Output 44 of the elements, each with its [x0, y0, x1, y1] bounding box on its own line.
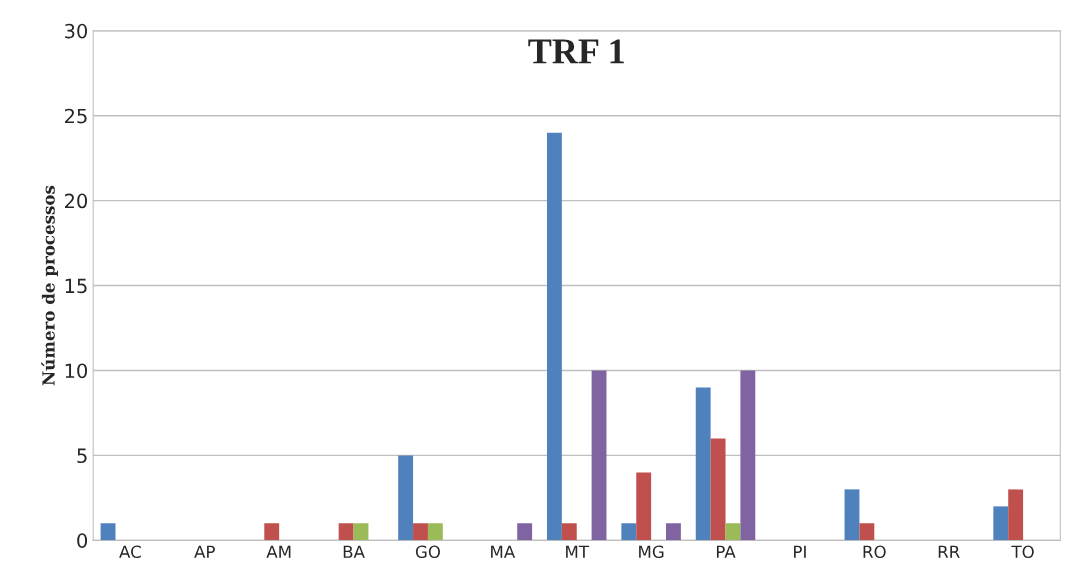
x-tick-label: TO	[1011, 545, 1034, 559]
bar	[546, 132, 562, 541]
bar	[264, 523, 280, 541]
bar	[353, 523, 369, 541]
x-tick-label: RO	[863, 545, 886, 559]
bar	[591, 370, 607, 541]
x-tick-label: MA	[491, 545, 516, 558]
y-tick-label: 30	[65, 23, 88, 39]
bar	[666, 523, 681, 541]
x-tick-label: AC	[119, 545, 141, 559]
bar	[338, 523, 354, 541]
bar	[427, 523, 443, 541]
x-tick-label: MT	[566, 545, 590, 558]
y-tick-label: 25	[65, 108, 87, 124]
x-tick-label: MG	[639, 545, 664, 559]
y-tick-label: 5	[77, 448, 87, 464]
bar	[398, 455, 414, 541]
x-tick-label: GO	[415, 545, 441, 559]
bar	[621, 523, 637, 541]
bar	[1008, 489, 1024, 541]
x-tick-label: RR	[938, 545, 960, 558]
bar	[710, 438, 726, 541]
y-tick-label: 0	[77, 533, 88, 548]
bar	[740, 370, 756, 541]
bar	[725, 523, 741, 541]
bar	[695, 387, 711, 541]
y-tick-label: 10	[65, 363, 88, 379]
y-axis-title: Número de processos	[41, 185, 59, 386]
bar	[100, 523, 116, 541]
x-tick-label: PI	[794, 545, 806, 558]
y-tick-label: 20	[65, 193, 88, 209]
bar	[993, 506, 1009, 541]
bar	[636, 472, 652, 541]
x-tick-label: AM	[266, 545, 291, 558]
bar	[844, 489, 860, 541]
x-tick-label: AP	[194, 545, 215, 558]
bar	[517, 523, 533, 541]
bar	[859, 523, 875, 541]
bar	[561, 523, 577, 541]
x-tick-label: PA	[716, 545, 736, 558]
x-tick-label: BA	[343, 545, 365, 558]
bar	[413, 523, 428, 541]
y-tick-label: 15	[65, 278, 87, 294]
chart-title: TRF 1	[528, 39, 624, 64]
